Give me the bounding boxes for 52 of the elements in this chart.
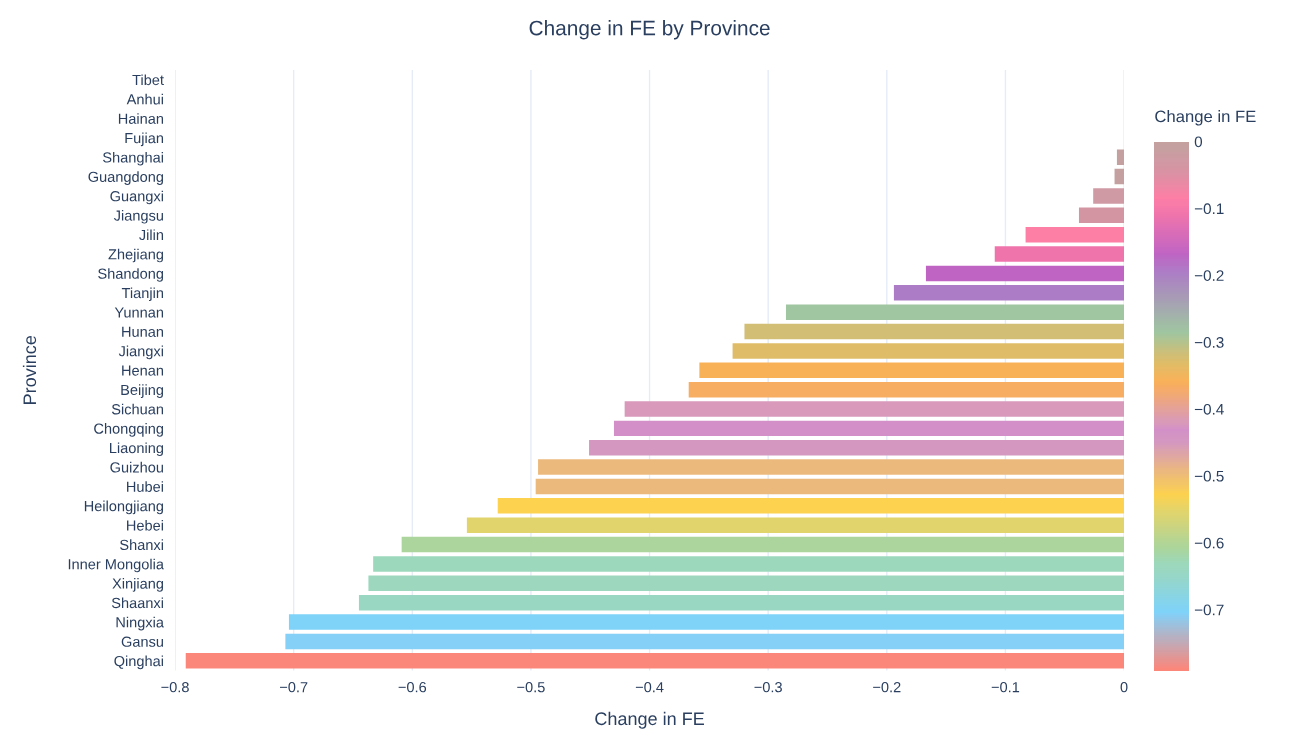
y-tick-label: Shanghai xyxy=(102,151,163,166)
color-bar-title: Change in FE xyxy=(1155,110,1256,126)
y-tick-label: Guangxi xyxy=(110,190,163,205)
color-bar-label: −0.4 xyxy=(1194,403,1224,415)
y-tick-label: Chongqing xyxy=(94,423,164,437)
x-tick-label: −0.1 xyxy=(991,682,1020,693)
color-bar-label: 0 xyxy=(1194,136,1203,148)
y-tick-label: Hunan xyxy=(122,326,164,337)
chart-title: Change in FE by Province xyxy=(529,20,770,40)
y-tick-label: Fujian xyxy=(125,132,164,147)
x-tick-label: 0 xyxy=(1120,682,1128,693)
y-tick-label: Tianjin xyxy=(121,287,164,302)
y-tick-label: Henan xyxy=(122,365,164,376)
y-tick-label: Shandong xyxy=(98,268,164,282)
y-tick-label: Tibet xyxy=(132,74,164,86)
y-tick-label: Gansu xyxy=(121,636,163,647)
y-tick-label: Liaoning xyxy=(110,442,164,457)
y-tick-label: Heilongjiang xyxy=(84,500,164,515)
color-bar-label: −0.5 xyxy=(1194,470,1224,482)
x-tick-label: −0.5 xyxy=(517,682,545,693)
y-tick-label: Zhejiang xyxy=(108,248,164,263)
x-axis-title: Change in FE xyxy=(595,711,704,729)
y-tick-label: Guangdong xyxy=(88,171,164,185)
y-tick-label: Jilin xyxy=(139,229,164,241)
y-tick-label: Shaanxi xyxy=(111,597,163,609)
color-bar-label: −0.2 xyxy=(1194,270,1224,281)
y-axis-title: Province xyxy=(22,335,37,404)
color-bar-label: −0.7 xyxy=(1194,604,1224,616)
y-tick-label: Shanxi xyxy=(120,539,163,551)
x-tick-label: −0.8 xyxy=(161,682,189,693)
y-tick-label: Yunnan xyxy=(114,307,164,318)
y-tick-label: Hubei xyxy=(127,481,163,492)
x-tick-label: −0.2 xyxy=(873,682,901,693)
y-tick-label: Xinjiang xyxy=(112,578,164,592)
y-tick-label: Ningxia xyxy=(116,616,164,631)
color-bar-label: −0.1 xyxy=(1194,203,1224,215)
y-tick-label: Sichuan xyxy=(111,403,164,415)
x-tick-label: −0.4 xyxy=(635,682,664,693)
y-tick-label: Jiangxi xyxy=(118,345,163,360)
x-tick-label: −0.6 xyxy=(398,682,427,693)
color-bar-label: −0.6 xyxy=(1194,537,1224,549)
x-tick-label: −0.3 xyxy=(754,682,782,693)
y-tick-label: Inner Mongolia xyxy=(68,558,164,573)
y-tick-label: Hebei xyxy=(127,519,163,531)
y-tick-label: Jiangsu xyxy=(113,210,163,224)
y-tick-label: Guizhou xyxy=(110,461,163,473)
x-tick-label: −0.7 xyxy=(280,682,308,693)
y-tick-label: Beijing xyxy=(121,384,164,398)
y-tick-label: Hainan xyxy=(118,113,164,124)
color-bar-label: −0.3 xyxy=(1194,337,1224,348)
y-tick-label: Anhui xyxy=(126,93,163,105)
y-tick-label: Qinghai xyxy=(114,655,163,670)
